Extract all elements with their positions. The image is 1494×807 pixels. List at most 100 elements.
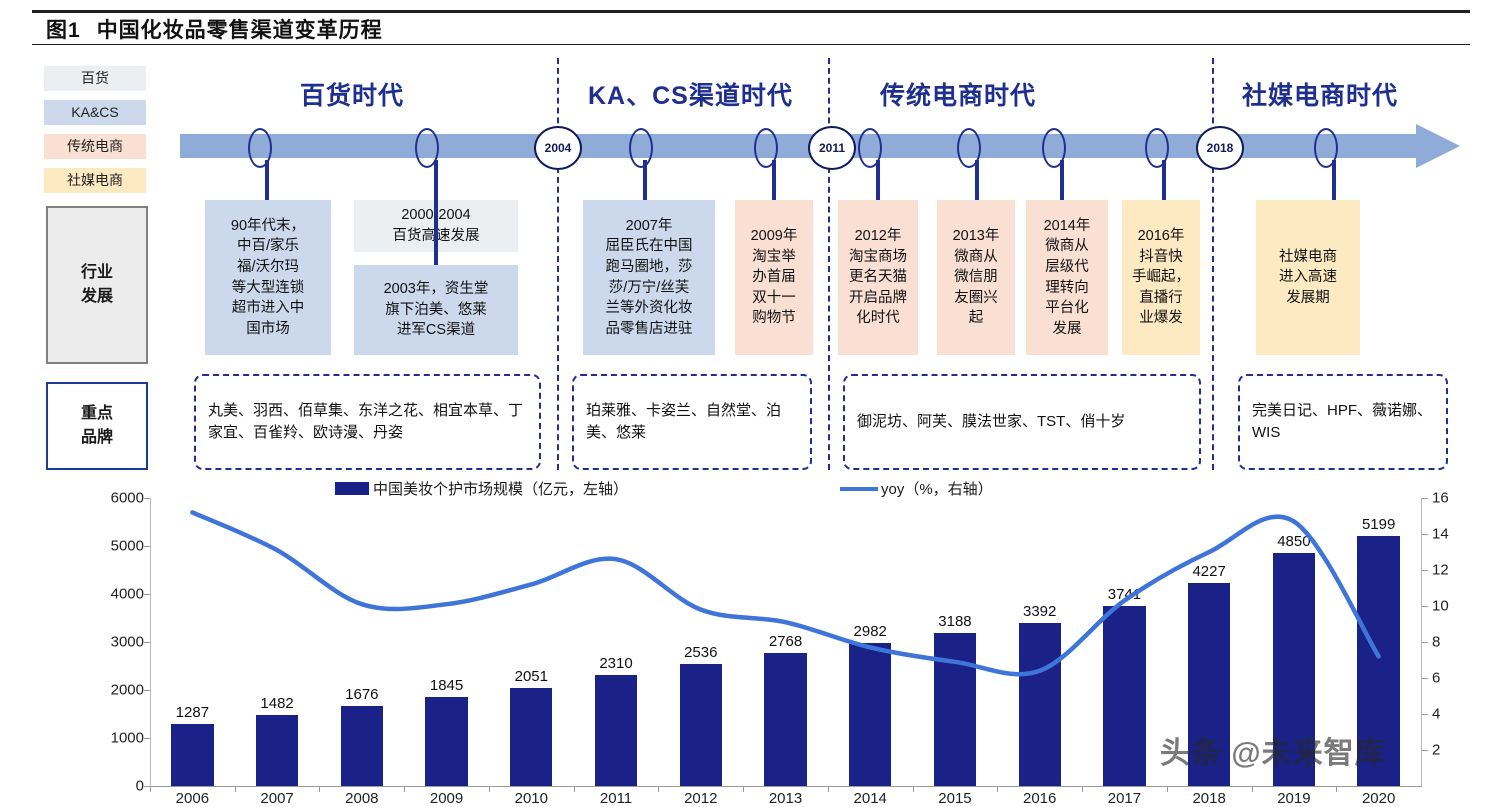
event-box-4-line-1: 淘宝举 bbox=[752, 248, 796, 265]
chart-bar-2006 bbox=[171, 724, 214, 786]
event-connector-4 bbox=[772, 160, 776, 200]
event-connector-3 bbox=[643, 160, 647, 200]
event-box-3-line-0: 2007年 bbox=[625, 217, 673, 234]
right-axis-tick-mark-16 bbox=[1422, 498, 1428, 499]
right-axis-tick-mark-14 bbox=[1422, 534, 1428, 535]
row-label-industry-line1: 行业 bbox=[80, 264, 113, 281]
event-box-0-line-0: 90年代末， bbox=[230, 217, 306, 234]
event-box-5-line-1: 淘宝商场 bbox=[849, 248, 907, 265]
left-axis-tick-mark-0 bbox=[144, 786, 150, 787]
chart-bar-label-2013: 2768 bbox=[768, 633, 803, 651]
channel-legend-chip-3: 社媒电商 bbox=[44, 168, 146, 193]
event-connector-5 bbox=[876, 160, 880, 200]
event-box-3: 2007年 屈臣氏在中国 跑马圈地，莎 莎/万宁/丝芙 兰等外资化妆 品零售店进驻 bbox=[583, 200, 715, 355]
brand-box-2-text: 御泥坊、阿芙、膜法世家、TST、俏十岁 bbox=[857, 412, 1126, 430]
timeline-year-2018: 2018 bbox=[1196, 126, 1244, 170]
left-axis-tick-mark-6000 bbox=[144, 498, 150, 499]
timeline-year-2011: 2011 bbox=[808, 126, 856, 170]
chart-x-tick-mark-10 bbox=[997, 786, 999, 792]
event-box-0-line-3: 等大型连锁 bbox=[231, 279, 305, 296]
brand-box-1: 珀莱雅、卡姿兰、自然堂、泊美、悠莱 bbox=[572, 374, 812, 470]
event-box-4-line-0: 2009年 bbox=[750, 228, 798, 245]
left-axis-tick-3000: 3000 bbox=[110, 633, 144, 651]
channel-legend-chip-0: 百货 bbox=[44, 66, 146, 91]
event-box-4-line-4: 购物节 bbox=[752, 310, 796, 327]
event-box-0-line-5: 国市场 bbox=[246, 320, 290, 337]
left-axis-tick-mark-3000 bbox=[144, 642, 150, 643]
event-box-5-line-0: 2012年 bbox=[854, 228, 902, 245]
chart-bar-label-2018: 4227 bbox=[1192, 563, 1226, 581]
event-box-3-line-1: 屈臣氏在中国 bbox=[605, 238, 693, 255]
page-title: 图1 中国化妆品零售渠道变革历程 bbox=[46, 14, 383, 44]
left-axis-tick-0: 0 bbox=[135, 777, 144, 795]
era-divider-1 bbox=[828, 58, 830, 470]
chart-bar-label-2019: 4850 bbox=[1277, 533, 1311, 551]
timeline-tick-loop-3 bbox=[754, 128, 778, 168]
event-box-3-line-4: 兰等外资化妆 bbox=[605, 300, 693, 317]
era-divider-2 bbox=[1212, 58, 1214, 470]
left-axis-tick-1000: 1000 bbox=[110, 729, 144, 747]
timeline-year-2004: 2004 bbox=[534, 126, 582, 170]
timeline-tick-loop-0 bbox=[248, 128, 272, 168]
left-axis-tick-mark-1000 bbox=[144, 738, 150, 739]
right-axis-tick-mark-8 bbox=[1422, 642, 1428, 643]
event-box-2: 2003年，资生堂 旗下泊美、悠莱 进军CS渠道 bbox=[354, 265, 518, 355]
era-title-3: 社媒电商时代 bbox=[1242, 82, 1399, 110]
timeline-tick-loop-5 bbox=[957, 128, 981, 168]
chart-bar-label-2006: 1287 bbox=[175, 704, 210, 722]
event-box-3-line-5: 品零售店进驻 bbox=[605, 320, 693, 337]
chart-bar-2012 bbox=[679, 664, 722, 786]
event-box-7-line-4: 平台化 bbox=[1045, 300, 1089, 317]
chart-x-tick-mark-3 bbox=[404, 786, 406, 792]
chart-bar-label-2017: 3741 bbox=[1107, 586, 1142, 604]
legend-bar-swatch bbox=[335, 482, 369, 495]
title-rule-bottom bbox=[32, 44, 1470, 45]
chart-x-tick-mark-2 bbox=[319, 786, 321, 792]
event-connector-7 bbox=[1060, 160, 1064, 200]
chart-bar-2008 bbox=[340, 705, 383, 786]
event-box-4-line-3: 双十一 bbox=[752, 289, 796, 306]
chart-bottom-axis bbox=[150, 786, 1422, 787]
era-divider-0 bbox=[557, 58, 559, 470]
event-box-8-line-3: 直播行 bbox=[1139, 289, 1183, 306]
chart-x-tick-mark-6 bbox=[658, 786, 660, 792]
row-label-brands-line1: 重点 bbox=[80, 405, 113, 422]
right-axis-tick-mark-10 bbox=[1422, 606, 1428, 607]
right-axis-tick-10: 10 bbox=[1432, 597, 1449, 615]
event-box-0-line-2: 福/沃尔玛 bbox=[236, 258, 300, 275]
event-box-6-line-3: 友圈兴 bbox=[954, 289, 998, 306]
event-box-8-line-4: 业爆发 bbox=[1139, 310, 1183, 327]
event-box-6-line-2: 微信朋 bbox=[954, 269, 998, 286]
legend-line-swatch bbox=[840, 486, 878, 491]
event-connector-8 bbox=[1162, 160, 1166, 200]
event-box-5-line-3: 开启品牌 bbox=[849, 289, 907, 306]
event-box-7-line-0: 2014年 bbox=[1043, 217, 1091, 234]
timeline-tick-loop-4 bbox=[858, 128, 882, 168]
chart-bar-2013 bbox=[764, 653, 807, 786]
brand-box-3-text: 完美日记、HPF、薇诺娜、WIS bbox=[1252, 401, 1433, 442]
chart-x-tick-mark-4 bbox=[488, 786, 490, 792]
era-title-1: KA、CS渠道时代 bbox=[588, 82, 793, 110]
event-box-9-line-2: 发展期 bbox=[1286, 289, 1330, 306]
era-title-2: 传统电商时代 bbox=[880, 82, 1037, 110]
timeline-tick-loop-1 bbox=[415, 128, 439, 168]
event-box-8-line-0: 2016年 bbox=[1137, 228, 1185, 245]
event-box-6-line-1: 微商从 bbox=[954, 248, 998, 265]
brand-box-3: 完美日记、HPF、薇诺娜、WIS bbox=[1238, 374, 1448, 470]
event-box-6-line-0: 2013年 bbox=[952, 228, 1000, 245]
chart-bar-2014 bbox=[849, 642, 892, 786]
brand-box-0: 丸美、羽西、佰草集、东洋之花、相宜本草、丁家宜、百雀羚、欧诗漫、丹姿 bbox=[194, 374, 541, 470]
event-box-4-line-2: 办首届 bbox=[752, 269, 796, 286]
left-axis-tick-5000: 5000 bbox=[110, 537, 144, 555]
event-box-7: 2014年 微商从 层级代 理转向 平台化 发展 bbox=[1026, 200, 1108, 355]
right-axis-tick-mark-4 bbox=[1422, 714, 1428, 715]
timeline-tick-loop-2 bbox=[629, 128, 653, 168]
chart-bar-2007 bbox=[255, 714, 299, 786]
event-box-5: 2012年 淘宝商场 更名天猫 开启品牌 化时代 bbox=[838, 200, 918, 355]
event-box-8-line-2: 手崛起， bbox=[1132, 269, 1190, 286]
event-box-2-line-1: 旗下泊美、悠莱 bbox=[385, 301, 487, 318]
chart-left-axis bbox=[150, 498, 151, 786]
chart-bar-label-2012: 2536 bbox=[684, 644, 718, 662]
event-box-8-line-1: 抖音快 bbox=[1139, 248, 1183, 265]
chart-bar-label-2009: 1845 bbox=[429, 677, 464, 695]
